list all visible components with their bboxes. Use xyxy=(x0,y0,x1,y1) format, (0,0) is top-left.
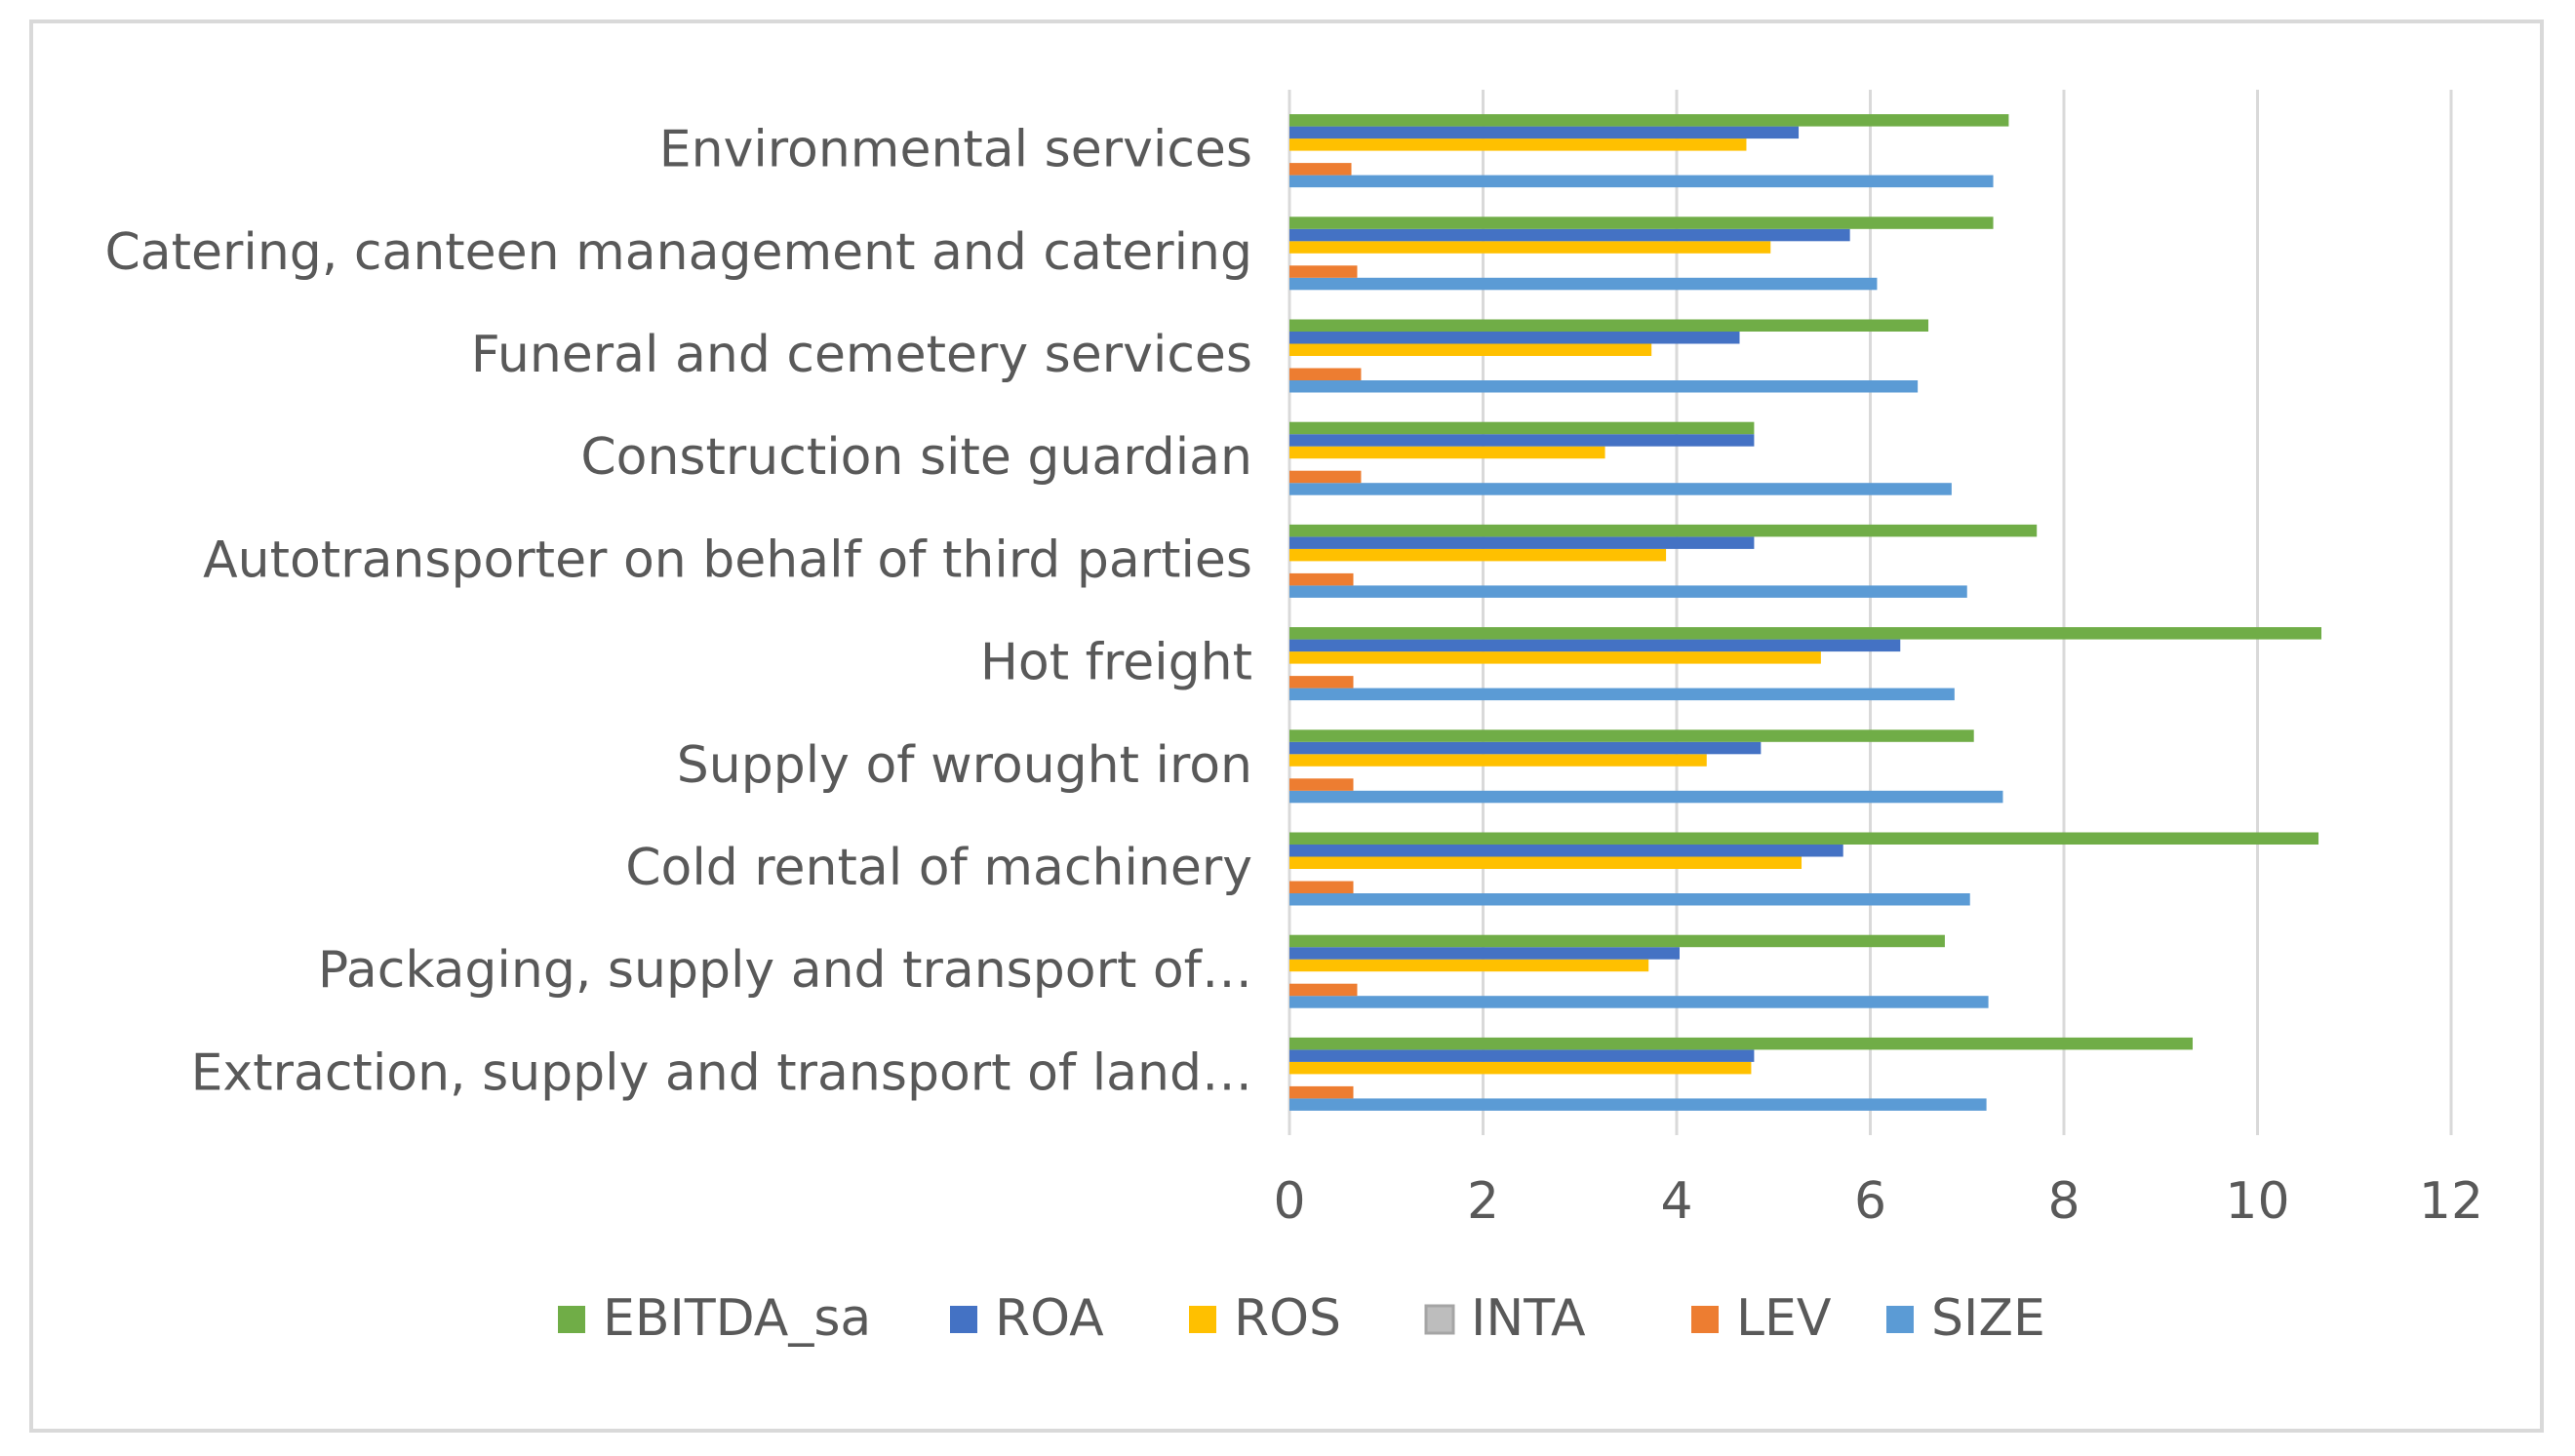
bar-ros xyxy=(1289,959,1649,972)
category-label: Construction site guardian xyxy=(580,428,1252,487)
x-tick-label: 12 xyxy=(2419,1172,2483,1231)
legend-swatch xyxy=(1886,1306,1914,1333)
bar-ebitda-sa xyxy=(1289,524,2038,537)
category-labels: Extraction, supply and transport of land… xyxy=(104,121,1252,1103)
bar-ros xyxy=(1289,754,1707,767)
legend-label: ROA xyxy=(995,1289,1104,1348)
bar-lev xyxy=(1289,265,1358,278)
bar-lev xyxy=(1289,470,1362,484)
bar-size xyxy=(1289,380,1919,393)
bar-ebitda-sa xyxy=(1289,729,1974,742)
legend-label: LEV xyxy=(1736,1289,1832,1348)
x-tick-label: 10 xyxy=(2225,1172,2289,1231)
bar-lev xyxy=(1289,572,1354,586)
legend: EBITDA_sa ROA ROS INTA LEV SIZE xyxy=(558,1289,2045,1348)
gridlines xyxy=(1288,90,2453,1135)
category-label: Cold rental of machinery xyxy=(625,839,1252,897)
category-label: Hot freight xyxy=(980,634,1252,692)
x-tick-labels: 0 2 4 6 8 10 12 xyxy=(1273,1172,2483,1231)
bar-ebitda-sa xyxy=(1289,114,2009,127)
bar-ebitda-sa xyxy=(1289,421,1755,435)
bar-ros xyxy=(1289,548,1667,562)
bar-roa xyxy=(1289,947,1680,960)
bar-size xyxy=(1289,1098,1987,1111)
bar-roa xyxy=(1289,1049,1755,1062)
bar-ros xyxy=(1289,651,1821,664)
bar-size xyxy=(1289,688,1955,701)
x-tick-label: 8 xyxy=(2047,1172,2080,1231)
bar-roa xyxy=(1289,536,1755,549)
x-tick-label: 4 xyxy=(1660,1172,1692,1231)
bar-ebitda-sa xyxy=(1289,1037,2194,1050)
bar-ros xyxy=(1289,446,1605,459)
bar-ros xyxy=(1289,1061,1752,1075)
bar-size xyxy=(1289,893,1970,906)
x-tick-label: 2 xyxy=(1467,1172,1499,1231)
x-tick-label: 0 xyxy=(1273,1172,1305,1231)
bar-ebitda-sa xyxy=(1289,934,1945,948)
bar-ros xyxy=(1289,241,1771,254)
bar-size xyxy=(1289,483,1952,495)
category-label: Autotransporter on behalf of third parti… xyxy=(203,531,1252,589)
legend-swatch xyxy=(950,1306,977,1333)
bars xyxy=(1289,114,2322,1111)
legend-swatch xyxy=(1691,1306,1719,1333)
legend-swatch xyxy=(1424,1304,1455,1335)
bar-size xyxy=(1289,277,1878,291)
legend-item-ebitda-sa: EBITDA_sa xyxy=(558,1289,871,1348)
legend-label: INTA xyxy=(1471,1289,1586,1348)
bar-roa xyxy=(1289,741,1762,755)
bar-lev xyxy=(1289,368,1362,380)
category-label: Funeral and cemetery services xyxy=(471,326,1252,384)
legend-item-roa: ROA xyxy=(950,1289,1104,1348)
bar-lev xyxy=(1289,881,1354,893)
category-label: Supply of wrought iron xyxy=(677,736,1252,795)
legend-item-ros: ROS xyxy=(1189,1289,1341,1348)
bar-roa xyxy=(1289,228,1850,242)
bar-size xyxy=(1289,996,1989,1008)
bar-size xyxy=(1289,175,1994,188)
bar-ros xyxy=(1289,856,1802,869)
bar-roa xyxy=(1289,639,1901,652)
bar-roa xyxy=(1289,434,1755,447)
bar-size xyxy=(1289,585,1967,598)
legend-label: EBITDA_sa xyxy=(603,1289,871,1348)
bar-lev xyxy=(1289,676,1354,689)
legend-label: SIZE xyxy=(1931,1289,2045,1348)
bar-chart: Extraction, supply and transport of land… xyxy=(104,90,2483,1348)
bar-ros xyxy=(1289,343,1652,356)
bar-ros xyxy=(1289,138,1747,151)
legend-item-lev: LEV xyxy=(1691,1289,1832,1348)
bar-lev xyxy=(1289,163,1352,176)
category-label: Catering, canteen management and caterin… xyxy=(104,223,1252,282)
bar-ebitda-sa xyxy=(1289,832,2319,845)
bar-ebitda-sa xyxy=(1289,627,2322,640)
bar-size xyxy=(1289,790,2003,804)
legend-label: ROS xyxy=(1234,1289,1341,1348)
bar-roa xyxy=(1289,126,1800,139)
bar-roa xyxy=(1289,845,1843,857)
legend-item-inta: INTA xyxy=(1424,1289,1586,1348)
category-label: Extraction, supply and transport of land… xyxy=(191,1043,1252,1102)
legend-swatch xyxy=(558,1306,585,1333)
legend-item-size: SIZE xyxy=(1886,1289,2045,1348)
bar-lev xyxy=(1289,1085,1354,1099)
bar-roa xyxy=(1289,332,1740,344)
bar-lev xyxy=(1289,983,1358,997)
category-label: Packaging, supply and transport of… xyxy=(318,941,1252,1000)
x-tick-label: 6 xyxy=(1854,1172,1886,1231)
legend-swatch xyxy=(1189,1306,1216,1333)
chart-frame: Extraction, supply and transport of land… xyxy=(29,20,2544,1433)
bar-ebitda-sa xyxy=(1289,319,1929,332)
category-label: Environmental services xyxy=(659,121,1252,179)
bar-lev xyxy=(1289,778,1354,791)
bar-ebitda-sa xyxy=(1289,216,1994,229)
